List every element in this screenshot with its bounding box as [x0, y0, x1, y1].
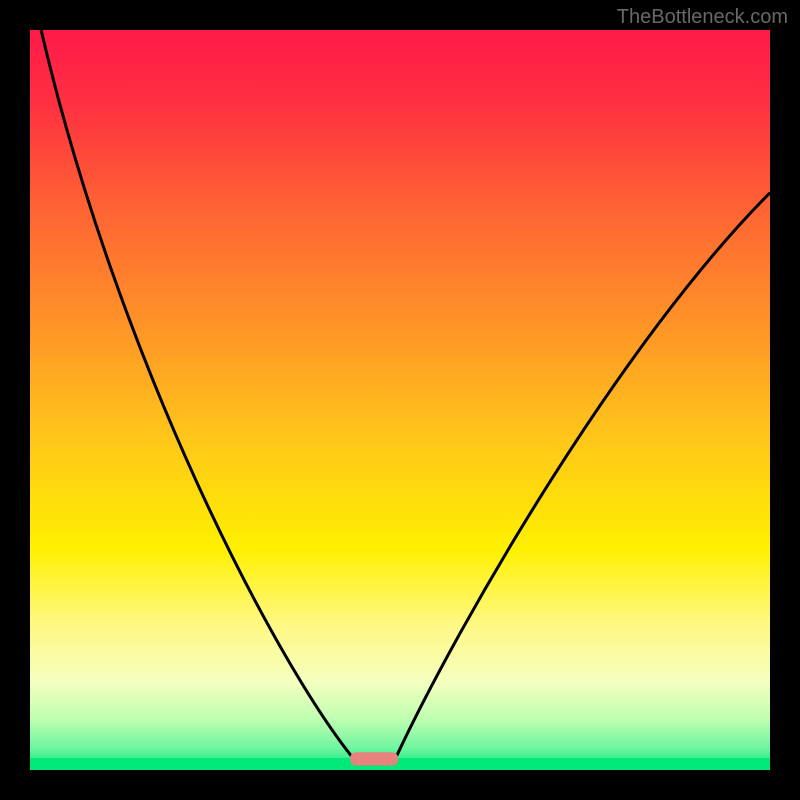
gradient-background: [30, 30, 770, 770]
optimum-marker: [350, 752, 398, 765]
bottom-band: [30, 758, 770, 770]
watermark-text: TheBottleneck.com: [617, 6, 788, 29]
bottleneck-chart: [30, 30, 770, 770]
chart-svg: [30, 30, 770, 770]
